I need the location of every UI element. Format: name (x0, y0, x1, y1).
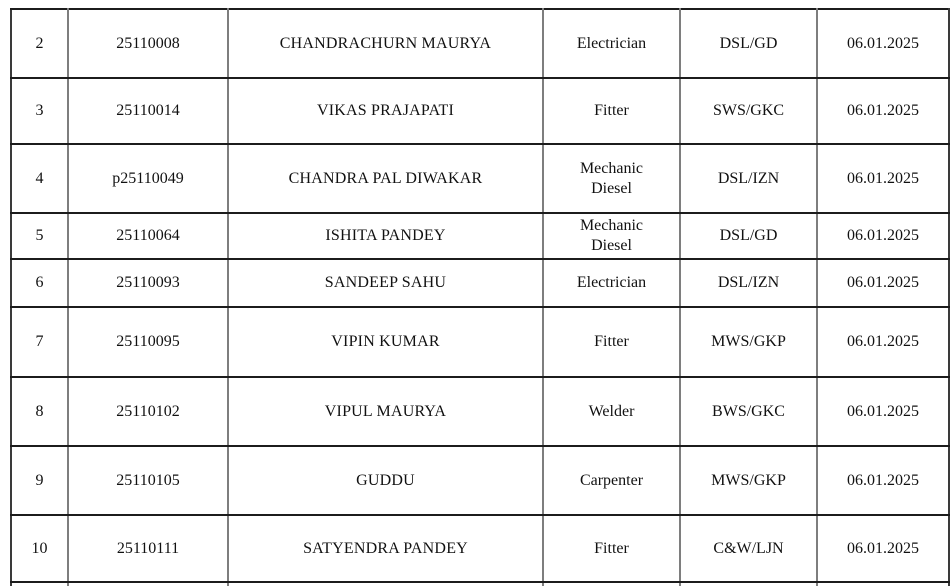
trainee-roster-table: 2 25110008 CHANDRACHURN MAURYA Electrician D… (10, 8, 950, 586)
cell-trainee-name: CHANDRA PAL DIWAKAR (227, 143, 544, 214)
cell-unit-code-empty (679, 581, 818, 586)
cell-trainee-id: 25110093 (67, 258, 229, 308)
cell-trade-empty (542, 581, 681, 586)
cell-unit-code: SWS/GKC (679, 77, 818, 145)
cell-serial-number: 3 (10, 77, 69, 145)
table-row: 7 25110095 VIPIN KUMAR Fitter MWS/GKP 06.01.2… (10, 306, 950, 378)
table-row: 4 p25110049 CHANDRA PAL DIWAKAR Mechanic Di… (10, 143, 950, 214)
cell-unit-code: DSL/IZN (679, 258, 818, 308)
cell-date: 06.01.2025 (816, 8, 950, 79)
cell-serial-number: 9 (10, 445, 69, 516)
cell-trainee-name: SANDEEP SAHU (227, 258, 544, 308)
table-row: 5 25110064 ISHITA PANDEY Mechanic Diesel DSL… (10, 212, 950, 260)
cell-serial-number: 6 (10, 258, 69, 308)
cell-unit-code: MWS/GKP (679, 306, 818, 378)
cell-date: 06.01.2025 (816, 143, 950, 214)
cell-serial-number: 8 (10, 376, 69, 447)
cell-trainee-id: 25110105 (67, 445, 229, 516)
cell-serial-number: 4 (10, 143, 69, 214)
cell-serial-number-empty (10, 581, 69, 586)
cell-trainee-name-empty (227, 581, 544, 586)
cell-date-empty (816, 581, 950, 586)
cell-trade: Carpenter (542, 445, 681, 516)
cell-trainee-id: 25110095 (67, 306, 229, 378)
cell-trainee-name: VIKAS PRAJAPATI (227, 77, 544, 145)
cell-unit-code: DSL/GD (679, 8, 818, 79)
cell-date: 06.01.2025 (816, 258, 950, 308)
cell-trainee-id: 25110102 (67, 376, 229, 447)
cell-unit-code: BWS/GKC (679, 376, 818, 447)
table-row: 6 25110093 SANDEEP SAHU Electrician DSL/IZN 0… (10, 258, 950, 308)
cell-trade: Mechanic Diesel (542, 143, 681, 214)
table-row: 2 25110008 CHANDRACHURN MAURYA Electrician D… (10, 8, 950, 79)
cell-trainee-id: 25110014 (67, 77, 229, 145)
cell-trade: Fitter (542, 514, 681, 583)
cell-trade: Welder (542, 376, 681, 447)
cell-trade: Electrician (542, 8, 681, 79)
cell-trainee-id: 25110008 (67, 8, 229, 79)
cell-unit-code: DSL/GD (679, 212, 818, 260)
cell-trainee-name: SATYENDRA PANDEY (227, 514, 544, 583)
cell-trainee-id: 25110064 (67, 212, 229, 260)
cell-trade: Mechanic Diesel (542, 212, 681, 260)
cell-trainee-name: ISHITA PANDEY (227, 212, 544, 260)
cell-date: 06.01.2025 (816, 306, 950, 378)
cell-serial-number: 2 (10, 8, 69, 79)
table-row: 10 25110111 SATYENDRA PANDEY Fitter C&W/LJN 0… (10, 514, 950, 583)
cell-trainee-id: p25110049 (67, 143, 229, 214)
cell-trade: Fitter (542, 77, 681, 145)
trainee-roster-body: 2 25110008 CHANDRACHURN MAURYA Electrician D… (10, 8, 950, 586)
table-row: 9 25110105 GUDDU Carpenter MWS/GKP 06.01.2025 (10, 445, 950, 516)
table-row: 3 25110014 VIKAS PRAJAPATI Fitter SWS/GKC 06.… (10, 77, 950, 145)
table-row-partial (10, 581, 950, 586)
cell-unit-code: MWS/GKP (679, 445, 818, 516)
cell-trainee-name: VIPUL MAURYA (227, 376, 544, 447)
cell-date: 06.01.2025 (816, 77, 950, 145)
cell-trainee-name: VIPIN KUMAR (227, 306, 544, 378)
cell-date: 06.01.2025 (816, 514, 950, 583)
table-row: 8 25110102 VIPUL MAURYA Welder BWS/GKC 06.01.… (10, 376, 950, 447)
cell-unit-code: C&W/LJN (679, 514, 818, 583)
cell-trainee-name: CHANDRACHURN MAURYA (227, 8, 544, 79)
cell-serial-number: 7 (10, 306, 69, 378)
cell-serial-number: 10 (10, 514, 69, 583)
cell-date: 06.01.2025 (816, 376, 950, 447)
cell-trainee-name: GUDDU (227, 445, 544, 516)
cell-serial-number: 5 (10, 212, 69, 260)
cell-trade: Fitter (542, 306, 681, 378)
cell-date: 06.01.2025 (816, 445, 950, 516)
cell-trainee-id-empty (67, 581, 229, 586)
cell-trade: Electrician (542, 258, 681, 308)
cell-unit-code: DSL/IZN (679, 143, 818, 214)
cell-date: 06.01.2025 (816, 212, 950, 260)
cell-trainee-id: 25110111 (67, 514, 229, 583)
